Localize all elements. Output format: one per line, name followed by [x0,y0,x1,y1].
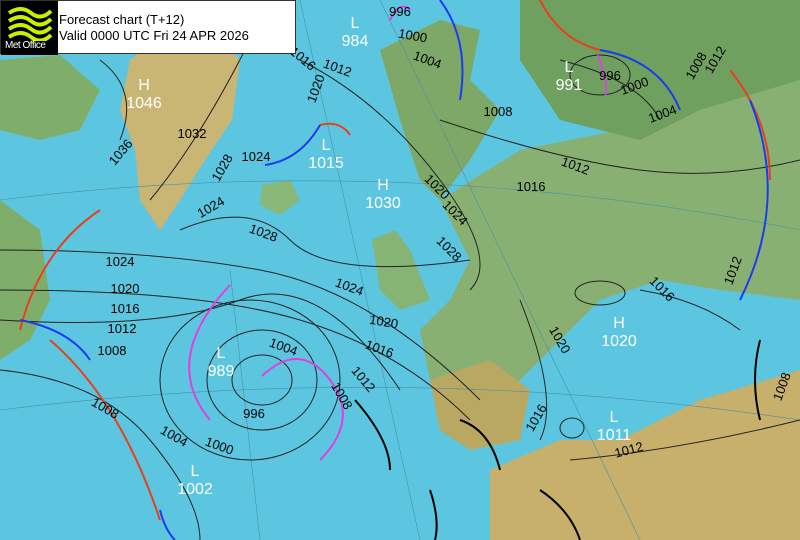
met-office-logo: Met Office [1,1,58,55]
isobar-label: 996 [389,4,411,19]
isobar-label: 1024 [106,254,135,269]
warm-front [19,0,771,521]
pressure-centres: H1046L984L991L1015H1030H1020L989L1002L10… [126,15,637,498]
centre-value: 1002 [177,481,213,498]
centre-value: 1030 [365,195,401,212]
centre-type: L [322,137,331,154]
chart-valid-time: Valid 0000 UTC Fri 24 APR 2026 [59,28,249,43]
isobar-label: 1020 [111,281,140,296]
centre-type: L [217,345,226,362]
cold-front [19,0,769,540]
iceland [260,180,300,215]
chart-header: Met Office Forecast chart (T+12) Valid 0… [0,0,296,55]
isobar-label: 996 [243,406,265,421]
iberia [430,360,530,450]
centre-value: 1015 [308,155,344,172]
isobars [0,39,800,540]
centre-type: H [377,177,389,194]
british-isles [372,230,430,310]
isobar-label: 1008 [484,104,513,119]
centre-type: L [610,409,619,426]
isobar-label: 1032 [178,126,207,141]
centre-value: 1046 [126,95,162,112]
fronts [19,0,771,540]
logo-text: Met Office [5,40,46,51]
trough [354,339,761,540]
centre-type: L [191,463,200,480]
logo-waves-icon [7,7,53,43]
greenland [120,30,240,230]
centre-type: L [565,59,574,76]
centre-value: 984 [342,33,369,50]
isobar-label: 1016 [517,179,546,194]
chart-title: Forecast chart (T+12) [59,12,185,27]
northern-russia [520,0,800,140]
centre-value: 991 [556,77,583,94]
isobar-label: 1012 [108,321,137,336]
occluded-front [188,5,608,461]
isobar-label: 1016 [111,301,140,316]
centre-type: H [138,77,150,94]
centre-type: H [613,315,625,332]
isobar-label: 1024 [242,149,271,164]
isobar-label: 1020 [368,312,399,332]
scandinavia [380,20,500,200]
centre-value: 1011 [597,427,632,444]
isobar-label: 996 [599,68,621,83]
centre-value: 1020 [601,333,637,350]
isobar-label: 1000 [397,26,428,46]
canada [0,55,100,360]
isobar-label: 1012 [613,439,645,461]
centre-type: L [351,15,360,32]
africa [490,370,800,540]
centre-value: 989 [208,363,235,380]
europe [420,80,800,420]
isobar-label: 1008 [98,343,127,358]
